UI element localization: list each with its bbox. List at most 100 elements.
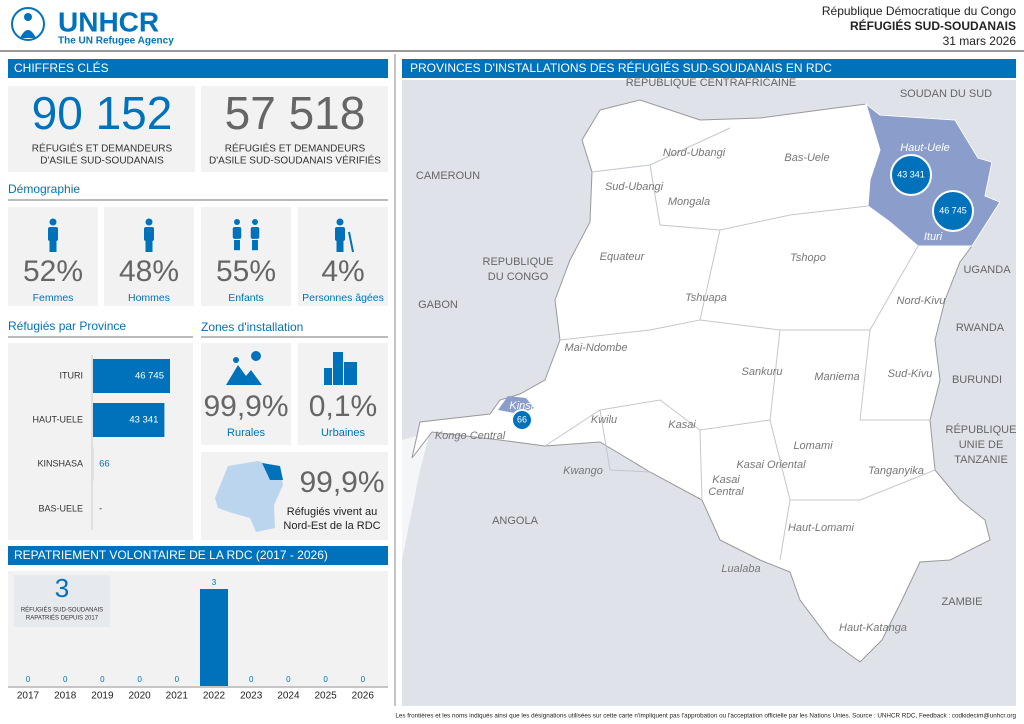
value-label: 46 745 (135, 371, 164, 382)
icon (252, 219, 258, 225)
demo-value: 48% (119, 255, 179, 288)
province-label: Kasai (668, 419, 696, 431)
province-label: Ituri (924, 231, 943, 243)
country-label: ANGOLA (492, 515, 539, 527)
category-label: BAS-UELE (38, 503, 83, 513)
icon (252, 240, 258, 251)
bubble-label: 43 341 (897, 169, 925, 179)
tagline: The UN Refugee Agency (58, 36, 174, 47)
value-label: 0 (63, 675, 68, 684)
logo (11, 7, 45, 41)
key-label: D'ASILE SUD-SOUDANAIS VÉRIFIÉS (209, 154, 381, 167)
card (201, 86, 388, 172)
icon (145, 240, 153, 252)
demo-value: 4% (321, 255, 364, 288)
bar (200, 589, 228, 686)
value-label: 0 (286, 675, 291, 684)
icon (335, 227, 345, 241)
logo-text: UNHCR (58, 6, 159, 37)
province-label: Tshopo (790, 252, 826, 264)
province-label: Central (708, 486, 744, 498)
zone-label: Rurales (227, 427, 265, 439)
section-bar (8, 59, 388, 78)
province-label: Mai-Ndombe (565, 342, 628, 354)
province-label: Equateur (600, 251, 646, 263)
key-value: 57 518 (225, 87, 366, 139)
icon (234, 219, 240, 225)
ne-value: 99,9% (299, 466, 384, 499)
key-value: 90 152 (32, 87, 173, 139)
mini-map-highlight (262, 463, 283, 480)
zone-label: Urbaines (321, 427, 366, 439)
country-label: RÉPUBLIQUE CENTRAFRICAINE (626, 76, 797, 89)
icon (48, 227, 58, 241)
value-label: 3 (212, 578, 217, 587)
section-bar (402, 59, 1016, 78)
country-label: CAMEROUN (416, 170, 480, 182)
footer: Les frontières et les noms indiqués ains… (395, 713, 1016, 720)
value-label: 0 (249, 675, 254, 684)
icon (250, 227, 260, 239)
category-label: 2023 (240, 691, 263, 702)
province-label: Lomami (793, 440, 833, 452)
icon (348, 231, 354, 253)
value-label: 0 (137, 675, 142, 684)
province-label: Kongo Central (435, 430, 506, 442)
country-label: TANZANIE (954, 454, 1008, 466)
demography: 52% Femmes 48% Hommes 55% Enfants 4% Personnes … (8, 207, 388, 306)
ne-label: Réfugiés vivent au (287, 506, 378, 518)
mini-map (215, 461, 283, 532)
total-label: RAPATRIÉS DEPUIS 2017 (26, 615, 99, 622)
country-label: BURUNDI (952, 374, 1002, 386)
category-label: 2020 (128, 691, 151, 702)
key-label: RÉFUGIÉS ET DEMANDEURS (225, 142, 366, 155)
bubble (890, 154, 932, 196)
urban-icon (324, 352, 357, 385)
category-label: KINSHASA (37, 458, 83, 468)
section-title: Zones d'installation (201, 320, 303, 334)
key-label: D'ASILE SUD-SOUDANAIS (40, 156, 164, 167)
card (201, 207, 291, 306)
category-label: 2022 (203, 691, 226, 702)
value-label: 66 (99, 459, 110, 470)
value-label: 0 (100, 675, 105, 684)
demo-label: Enfants (228, 292, 264, 304)
province-label: Haut-Uele (900, 142, 950, 154)
section-bar (8, 546, 388, 565)
icon (234, 240, 240, 251)
category-label: 2024 (277, 691, 300, 702)
card (8, 86, 195, 172)
icon (336, 240, 344, 252)
category-label: 2025 (314, 691, 337, 702)
bar (93, 359, 170, 393)
date: 31 mars 2026 (943, 34, 1017, 48)
province-label: Tshuapa (685, 292, 727, 304)
rural-icon (226, 351, 262, 385)
province-label: Bas-Uele (784, 152, 829, 164)
zone-value: 99,9% (203, 390, 288, 423)
demo-label: Personnes âgées (302, 292, 384, 304)
country-label: SOUDAN DU SUD (900, 88, 992, 100)
value-label: 43 341 (129, 415, 158, 426)
category-label: 2018 (54, 691, 77, 702)
bubble-label: 66 (517, 414, 527, 424)
country-label: REPUBLIQUE (483, 256, 554, 268)
icon (144, 227, 154, 241)
country-label: DU CONGO (488, 271, 549, 283)
province-label: Haut-Katanga (839, 622, 907, 634)
category-label: ITURI (60, 370, 84, 380)
section-title: Réfugiés par Province (8, 319, 126, 333)
total-value: 3 (55, 573, 69, 603)
section-title: REPATRIEMENT VOLONTAIRE DE LA RDC (2017 … (14, 548, 328, 562)
icon (49, 218, 57, 226)
value-label: 0 (26, 675, 31, 684)
country-label: RWANDA (956, 322, 1005, 334)
value-label: 0 (323, 675, 328, 684)
country-label: ZAMBIE (942, 596, 983, 608)
section-title: PROVINCES D'INSTALLATIONS DES RÉFUGIÉS S… (410, 60, 832, 75)
map-labels: RÉPUBLIQUE CENTRAFRICAINE SOUDAN DU SUD CA… (416, 76, 1017, 634)
demo-value: 52% (23, 255, 83, 288)
demo-value: 55% (216, 255, 276, 288)
category-label: 2026 (352, 691, 375, 702)
bar (93, 403, 165, 437)
